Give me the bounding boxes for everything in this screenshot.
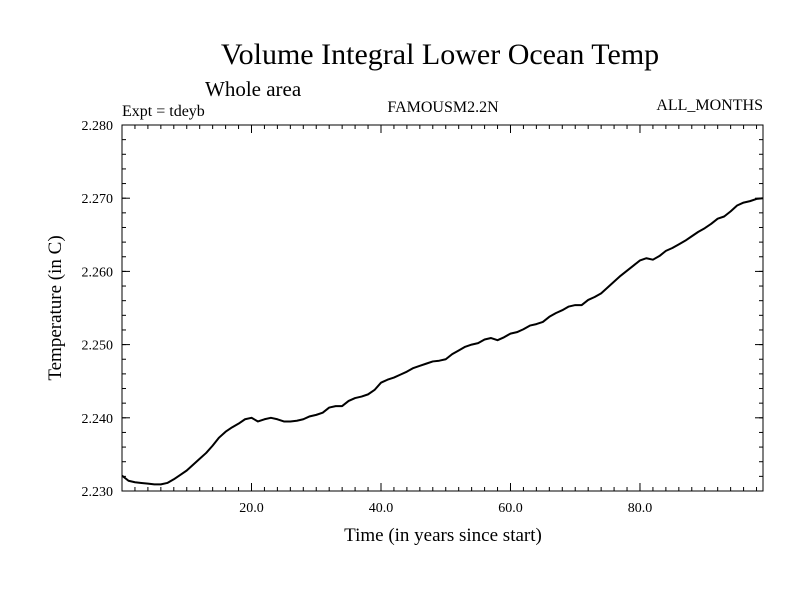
experiment-label: Expt = tdeyb [122,103,205,120]
y-axis-tick-labels: 2.230 2.240 2.250 2.260 2.270 2.280 [82,119,114,500]
chart-title: Volume Integral Lower Ocean Temp [221,38,659,71]
x-axis-tick-labels: 20.0 40.0 60.0 80.0 [239,501,652,516]
x-tick-label: 60.0 [498,501,523,516]
y-axis-label: Temperature (in C) [45,235,66,380]
y-tick-label: 2.230 [82,485,114,500]
y-tick-label: 2.260 [82,265,114,280]
x-axis-label: Time (in years since start) [344,525,542,546]
months-label: ALL_MONTHS [656,97,763,114]
plot-frame [121,124,764,492]
x-axis-ticks [134,125,758,491]
plot-area: 2.230 2.240 2.250 2.260 2.270 2.280 20.0 40.0 6… [82,119,764,516]
y-tick-label: 2.280 [82,119,114,134]
y-tick-label: 2.250 [82,339,114,354]
chart-subtitle: Whole area [205,77,302,101]
x-tick-label: 80.0 [628,501,653,516]
x-tick-label: 20.0 [239,501,264,516]
y-tick-label: 2.240 [82,412,114,427]
y-tick-label: 2.270 [82,192,114,207]
temperature-series-line [121,197,764,486]
x-tick-label: 40.0 [369,501,394,516]
model-label: FAMOUSM2.2N [387,99,499,116]
y-axis-ticks [122,124,763,492]
